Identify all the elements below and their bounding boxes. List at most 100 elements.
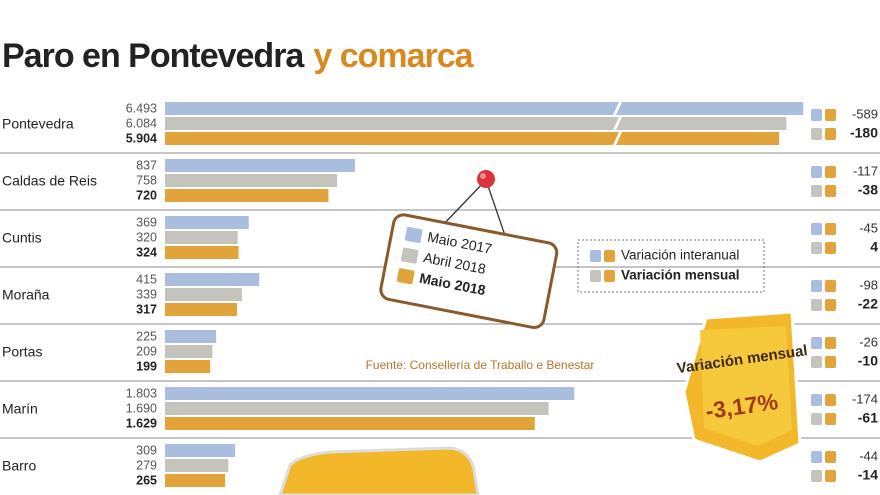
variation-swatch [825, 109, 836, 121]
category-label: Caldas de Reis [2, 173, 97, 189]
variation-swatch [825, 299, 836, 311]
value-label: 339 [136, 287, 157, 301]
variation-swatch [825, 223, 836, 235]
bar [165, 159, 355, 172]
value-label: 837 [136, 158, 157, 172]
variation-swatch [825, 128, 836, 140]
bar [165, 102, 804, 115]
value-label: 279 [136, 458, 157, 472]
variation-value: -38 [858, 182, 878, 198]
value-label: 369 [136, 215, 157, 229]
variation-swatch [811, 166, 822, 178]
variation-swatch [811, 242, 822, 254]
category-label: Marín [2, 401, 38, 417]
bar [165, 303, 237, 316]
bar [165, 174, 338, 187]
variation-swatch [825, 356, 836, 368]
bar [165, 189, 329, 202]
badge: Variación mensual -3,17% [676, 310, 809, 464]
chart-title: Paro en Pontevedra y comarca [2, 37, 475, 75]
value-label: 317 [136, 302, 157, 316]
variation-swatch [825, 166, 836, 178]
source: Fuente: Consellería de Traballo e Benest… [366, 358, 595, 372]
bar [165, 474, 226, 487]
pin [477, 170, 495, 188]
variation-swatch [811, 128, 822, 140]
variation-value: -98 [859, 277, 878, 292]
variation-value: -45 [859, 220, 878, 235]
variation-value: -117 [853, 163, 878, 178]
bar [165, 246, 239, 259]
variation-swatch [825, 413, 836, 425]
variation-swatch [825, 280, 836, 292]
variation-swatch [825, 394, 836, 406]
variation-value: -61 [858, 410, 878, 426]
value-label: 5.904 [126, 131, 157, 145]
variation-value: 4 [870, 239, 878, 255]
value-label: 309 [136, 443, 157, 457]
variation-swatch [825, 470, 836, 482]
category-label: Pontevedra [2, 116, 74, 132]
variation-swatch [811, 470, 822, 482]
variation-value: -22 [858, 296, 878, 312]
variation-swatch [811, 413, 822, 425]
variation-swatch [811, 394, 822, 406]
variation-swatch [825, 451, 836, 463]
pin-shine [480, 173, 486, 179]
variation-value: -44 [859, 448, 878, 463]
decoration [278, 446, 480, 495]
category-label: Moraña [2, 287, 50, 303]
legend-swatch [604, 250, 615, 262]
bar [165, 216, 249, 229]
variation-legend-box [577, 239, 765, 293]
variation-value: -180 [850, 125, 878, 141]
legend-swatch [404, 226, 423, 244]
title-highlight: y comarca [313, 37, 474, 75]
bar [165, 417, 535, 430]
bar [165, 459, 229, 472]
value-label: 209 [136, 344, 157, 358]
variation-swatch [825, 242, 836, 254]
bar-break [613, 117, 622, 130]
value-label: 6.084 [126, 116, 157, 130]
variation-swatch [811, 280, 822, 292]
legend-swatch [604, 270, 615, 282]
variation-swatch [811, 223, 822, 235]
legend-label: Variación mensual [621, 268, 740, 283]
bar [165, 402, 549, 415]
value-label: 225 [136, 329, 157, 343]
variation-swatch [811, 299, 822, 311]
value-label: 324 [136, 245, 157, 259]
category-label: Cuntis [2, 230, 42, 246]
bar-break [613, 132, 622, 145]
variation-value: -26 [859, 334, 878, 349]
variation-swatch [811, 185, 822, 197]
legend-swatch [400, 247, 419, 264]
value-label: 6.493 [126, 101, 157, 115]
variation-value: -10 [858, 353, 878, 369]
value-label: 720 [136, 188, 157, 202]
title-main: Paro en Pontevedra [2, 37, 305, 75]
category-label: Portas [2, 344, 42, 360]
bar [165, 117, 787, 130]
variation-swatch [811, 109, 822, 121]
value-label: 415 [136, 272, 157, 286]
variation-swatch [811, 356, 822, 368]
bar [165, 288, 242, 301]
legend-swatch [590, 270, 601, 282]
variation-value: -14 [858, 467, 878, 483]
variation-value: -589 [852, 106, 878, 121]
badge-face [700, 326, 792, 446]
bar-break [613, 102, 622, 115]
bar [165, 360, 211, 373]
legend-swatch [590, 250, 601, 262]
bar [165, 387, 575, 400]
variation-swatch [825, 337, 836, 349]
value-label: 265 [136, 473, 157, 487]
variation-swatch [811, 451, 822, 463]
legend-swatch [396, 268, 415, 285]
bar [165, 345, 213, 358]
bar [165, 231, 238, 244]
